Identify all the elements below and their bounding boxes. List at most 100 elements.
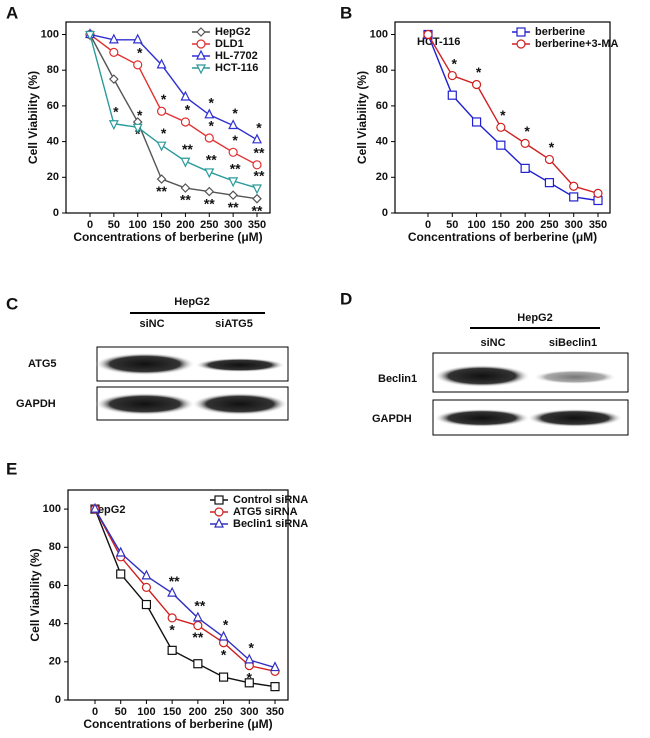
blot-title: HepG2 (174, 296, 209, 308)
data-point (214, 495, 224, 505)
row-label: GAPDH (16, 398, 56, 410)
blot-band (192, 393, 288, 415)
data-point (496, 122, 506, 132)
legend-label: berberine+3-MA (535, 38, 618, 50)
data-point (516, 39, 526, 49)
panel-label: E (6, 459, 17, 478)
x-tick-label: 200 (176, 219, 194, 231)
x-axis-label: Concentrations of berberine (μM) (83, 717, 272, 731)
data-point (167, 613, 177, 623)
y-tick-label: 80 (47, 64, 59, 76)
legend-label: HepG2 (215, 26, 250, 38)
data-point (132, 123, 143, 134)
significance-label: * (247, 669, 253, 685)
significance-label: * (500, 107, 506, 123)
panel-label: B (340, 3, 352, 22)
legend-label: ATG5 siRNA (233, 506, 298, 518)
data-point (270, 682, 280, 692)
series-line (94, 508, 276, 669)
significance-label: * (113, 103, 119, 119)
data-point (109, 47, 119, 57)
data-point (109, 74, 119, 84)
data-point (180, 90, 191, 101)
data-point (252, 193, 262, 204)
data-point (218, 630, 229, 641)
blot-band (95, 393, 195, 415)
legend-label: Control siRNA (233, 494, 308, 506)
data-point (108, 120, 119, 131)
row-label: ATG5 (28, 358, 57, 370)
y-tick-label: 0 (53, 207, 59, 219)
blot-band (533, 370, 617, 384)
data-point (520, 138, 530, 148)
data-point (516, 27, 526, 37)
panel-label: C (6, 294, 18, 313)
data-point (447, 90, 457, 100)
data-point (196, 27, 206, 37)
data-point (180, 117, 191, 127)
significance-label: * (249, 640, 255, 656)
x-tick-label: 350 (266, 706, 284, 718)
x-tick-label: 250 (540, 219, 558, 231)
y-axis-label: Cell Viability (%) (26, 71, 40, 164)
data-point (569, 181, 579, 191)
significance-label: * (256, 120, 262, 136)
lane-label: siNC (139, 318, 164, 330)
y-tick-label: 20 (376, 171, 388, 183)
y-tick-label: 0 (382, 207, 388, 219)
data-point (196, 64, 206, 75)
data-point (228, 190, 238, 200)
data-point (167, 586, 178, 597)
x-tick-label: 50 (115, 706, 127, 718)
data-point (204, 168, 215, 179)
data-point (214, 517, 224, 528)
significance-label: * (221, 646, 227, 662)
significance-label: * (232, 132, 238, 148)
x-tick-label: 250 (214, 706, 232, 718)
y-axis-label: Cell Viability (%) (28, 548, 42, 641)
data-point (244, 678, 254, 688)
x-axis-label: Concentrations of berberine (μM) (408, 230, 597, 244)
data-point (90, 502, 100, 513)
significance-label: * (223, 617, 229, 633)
significance-label: * (169, 622, 175, 638)
blot-title: HepG2 (517, 312, 552, 324)
data-point (115, 546, 126, 557)
legend-label: DLD1 (215, 38, 244, 50)
data-point (156, 174, 167, 184)
y-tick-label: 80 (49, 541, 61, 553)
y-axis-label: Cell Viability (%) (355, 71, 369, 164)
data-point (471, 117, 482, 127)
x-tick-label: 150 (492, 219, 510, 231)
blot-band (95, 353, 195, 375)
significance-label: ** (204, 195, 215, 211)
data-point (252, 133, 262, 144)
data-point (180, 157, 191, 168)
legend-label: HCT-116 (215, 62, 258, 74)
data-point (193, 620, 203, 631)
significance-label: ** (169, 573, 180, 589)
panel-label: A (6, 3, 18, 22)
significance-label: * (185, 102, 191, 118)
x-tick-label: 300 (240, 706, 258, 718)
x-tick-label: 300 (224, 219, 242, 231)
legend-label: Beclin1 siRNA (233, 518, 308, 530)
data-point (108, 33, 119, 44)
data-point (218, 672, 229, 682)
significance-label: * (209, 118, 215, 134)
data-point (180, 183, 191, 193)
y-tick-label: 100 (370, 28, 388, 40)
x-tick-label: 250 (200, 219, 218, 231)
y-tick-label: 40 (376, 136, 388, 148)
significance-label: ** (252, 202, 263, 218)
significance-label: ** (206, 152, 217, 168)
data-point (270, 661, 280, 672)
data-point (141, 582, 152, 592)
y-tick-label: 60 (47, 100, 59, 112)
plot-frame (394, 21, 611, 214)
data-point (520, 163, 530, 173)
data-point (228, 147, 238, 157)
data-point (204, 108, 215, 119)
y-tick-label: 100 (43, 503, 61, 515)
significance-label: ** (254, 145, 265, 161)
